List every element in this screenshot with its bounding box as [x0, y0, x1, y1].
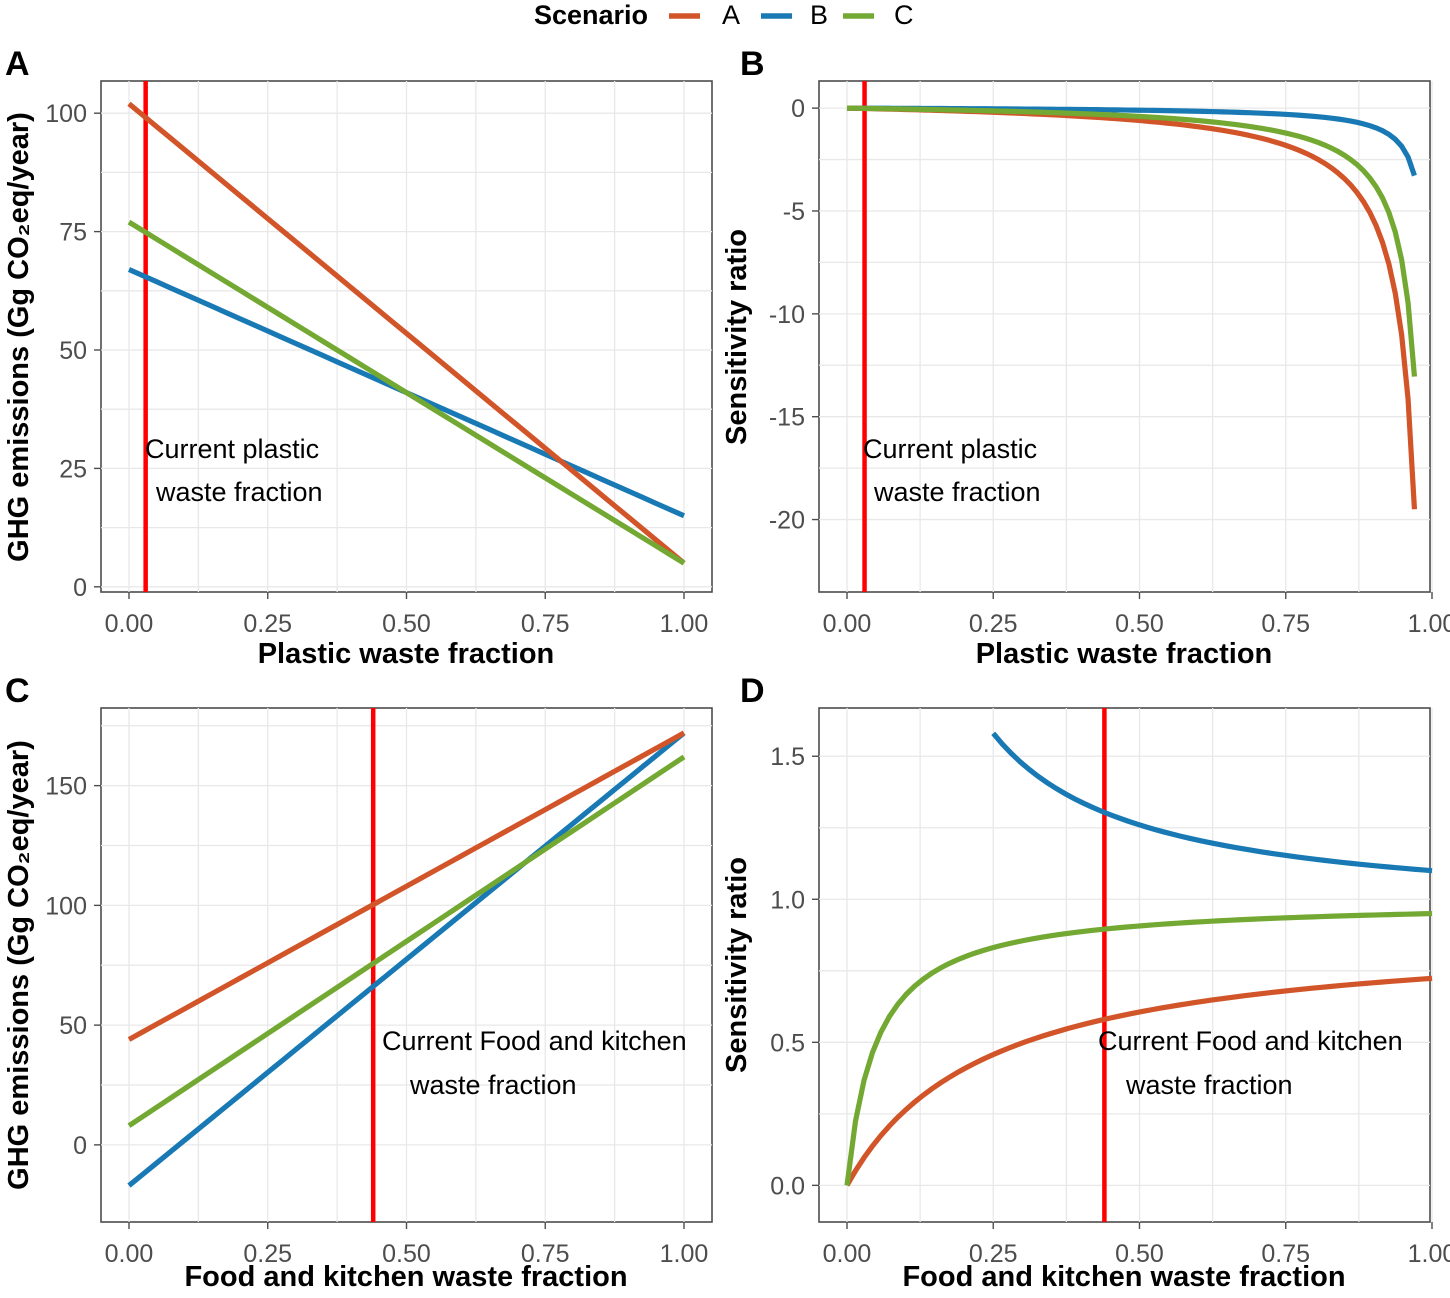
svg-text:0: 0: [73, 1132, 87, 1160]
svg-text:100: 100: [45, 892, 87, 920]
svg-text:Scenario: Scenario: [534, 0, 648, 30]
svg-text:100: 100: [45, 100, 87, 128]
svg-text:GHG emissions (Gg CO₂eq/year): GHG emissions (Gg CO₂eq/year): [3, 740, 35, 1190]
svg-text:waste fraction: waste fraction: [155, 477, 323, 507]
svg-text:C: C: [894, 0, 914, 30]
svg-text:waste fraction: waste fraction: [1125, 1070, 1293, 1100]
svg-text:0.00: 0.00: [105, 1240, 154, 1268]
svg-text:-15: -15: [769, 404, 805, 432]
svg-text:50: 50: [59, 1012, 87, 1040]
svg-text:GHG emissions (Gg CO₂eq/year): GHG emissions (Gg CO₂eq/year): [3, 112, 35, 562]
svg-text:0: 0: [73, 574, 87, 602]
svg-text:0.75: 0.75: [1261, 610, 1310, 638]
svg-text:B: B: [810, 0, 828, 30]
svg-text:Food and kitchen waste fractio: Food and kitchen waste fraction: [184, 1261, 627, 1293]
svg-text:0.75: 0.75: [521, 610, 570, 638]
svg-text:1.0: 1.0: [770, 886, 805, 914]
svg-text:0.00: 0.00: [823, 610, 872, 638]
svg-text:0.25: 0.25: [969, 610, 1018, 638]
svg-text:A: A: [722, 0, 740, 30]
svg-text:Plastic waste fraction: Plastic waste fraction: [976, 638, 1273, 670]
svg-text:0.25: 0.25: [243, 610, 292, 638]
svg-text:Plastic waste fraction: Plastic waste fraction: [258, 638, 555, 670]
svg-text:-10: -10: [769, 301, 805, 329]
svg-text:0: 0: [791, 95, 805, 123]
svg-text:Food and kitchen waste fractio: Food and kitchen waste fraction: [902, 1261, 1345, 1293]
svg-text:D: D: [740, 672, 765, 710]
svg-text:A: A: [5, 45, 30, 83]
svg-text:Current Food and kitchen: Current Food and kitchen: [382, 1026, 687, 1056]
svg-text:1.00: 1.00: [660, 610, 709, 638]
svg-text:0.50: 0.50: [382, 610, 431, 638]
svg-text:1.00: 1.00: [660, 1240, 709, 1268]
svg-text:Current Food and kitchen: Current Food and kitchen: [1098, 1026, 1403, 1056]
svg-text:-5: -5: [783, 198, 805, 226]
svg-text:Current plastic: Current plastic: [863, 434, 1037, 464]
svg-text:75: 75: [59, 219, 87, 247]
svg-text:B: B: [740, 45, 765, 83]
svg-text:0.00: 0.00: [105, 610, 154, 638]
svg-text:0.5: 0.5: [770, 1029, 805, 1057]
svg-text:0.00: 0.00: [823, 1240, 872, 1268]
svg-text:1.00: 1.00: [1408, 1240, 1450, 1268]
svg-text:1.00: 1.00: [1408, 610, 1450, 638]
svg-text:Sensitivity ratio: Sensitivity ratio: [721, 857, 753, 1073]
svg-text:25: 25: [59, 455, 87, 483]
svg-text:-20: -20: [769, 507, 805, 535]
svg-text:waste fraction: waste fraction: [873, 477, 1041, 507]
svg-text:0.0: 0.0: [770, 1172, 805, 1200]
svg-text:0.50: 0.50: [1115, 610, 1164, 638]
svg-text:150: 150: [45, 773, 87, 801]
svg-text:Current plastic: Current plastic: [145, 434, 319, 464]
svg-text:1.5: 1.5: [770, 743, 805, 771]
svg-text:Sensitivity ratio: Sensitivity ratio: [721, 229, 753, 445]
svg-text:waste fraction: waste fraction: [409, 1070, 577, 1100]
svg-text:50: 50: [59, 337, 87, 365]
svg-text:C: C: [5, 672, 30, 710]
